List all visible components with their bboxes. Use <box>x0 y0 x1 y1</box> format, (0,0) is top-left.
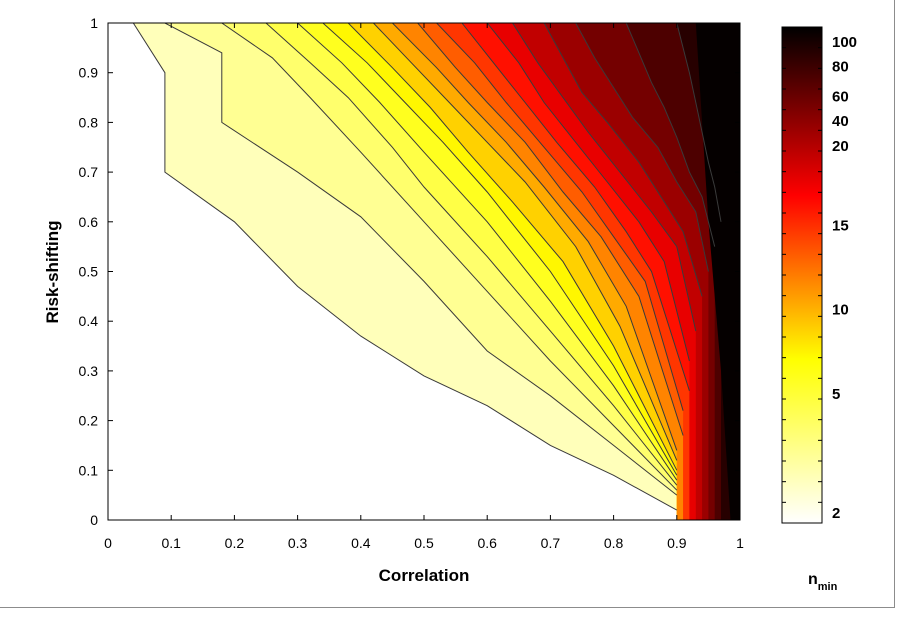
y-tick-label: 0.2 <box>79 413 99 429</box>
y-tick-label: 0.8 <box>79 114 99 130</box>
colorbar-ticks <box>782 26 822 524</box>
contour-line-17 <box>625 23 716 247</box>
x-tick-label: 0.1 <box>161 535 181 551</box>
colorbar-title-main: n <box>808 571 818 588</box>
contour-line-7 <box>347 23 678 471</box>
contour-line-6 <box>322 23 678 476</box>
y-tick-label: 0.3 <box>79 363 99 379</box>
colorbar-label: 5 <box>832 386 840 403</box>
x-axis: 0 0.1 0.2 0.3 0.4 0.5 0.6 0.7 0.8 0.9 1 <box>104 23 744 551</box>
y-tick-label: 1 <box>90 15 98 31</box>
contour-line-12 <box>461 23 690 391</box>
contour-line-18 <box>676 23 722 222</box>
colorbar-label: 40 <box>832 113 849 130</box>
y-tick-label: 0 <box>90 512 98 528</box>
contour-line-11 <box>436 23 684 411</box>
contour-line-8 <box>373 23 678 461</box>
contour-line-4 <box>265 23 678 486</box>
colorbar-label: 10 <box>832 302 849 319</box>
y-tick-label: 0.6 <box>79 214 99 230</box>
colorbar <box>781 26 823 524</box>
x-tick-label: 0.4 <box>351 535 371 551</box>
x-tick-label: 0.3 <box>288 535 308 551</box>
y-tick-label: 0.1 <box>79 462 99 478</box>
y-axis: 0 0.1 0.2 0.3 0.4 0.5 0.6 0.7 0.8 0.9 1 <box>79 15 740 528</box>
x-tick-label: 0.5 <box>414 535 434 551</box>
x-tick-label: 0.9 <box>667 535 687 551</box>
contour-line-2 <box>164 23 678 496</box>
colorbar-label: 60 <box>832 88 849 105</box>
y-tick-label: 0.4 <box>79 313 99 329</box>
colorbar-label: 15 <box>832 217 849 234</box>
x-tick-label: 0 <box>104 535 112 551</box>
contour-lines <box>132 23 722 511</box>
colorbar-label: 100 <box>832 34 857 51</box>
contour-line-14 <box>512 23 697 332</box>
x-tick-label: 0.8 <box>604 535 624 551</box>
colorbar-title-sub: min <box>818 581 838 593</box>
contour-line-1 <box>132 23 678 511</box>
x-tick-label: 1 <box>736 535 744 551</box>
colorbar-label: 20 <box>832 138 849 155</box>
x-axis-title: Correlation <box>379 566 470 585</box>
y-tick-label: 0.5 <box>79 264 99 280</box>
x-tick-label: 0.7 <box>541 535 561 551</box>
colorbar-label: 2 <box>832 505 840 522</box>
colorbar-labels: 2 5 10 15 20 40 60 80 100 <box>832 34 857 522</box>
contour-fills <box>108 23 740 520</box>
contour-line-13 <box>486 23 690 362</box>
contour-fill-max <box>695 23 740 520</box>
contour-line-9 <box>392 23 678 451</box>
y-tick-label: 0.7 <box>79 164 99 180</box>
colorbar-title: nmin <box>808 571 838 593</box>
contour-line-16 <box>575 23 709 272</box>
x-tick-label: 0.2 <box>225 535 245 551</box>
contour-line-5 <box>297 23 678 481</box>
contour-line-3 <box>221 23 678 491</box>
contour-line-15 <box>543 23 703 297</box>
y-tick-label: 0.9 <box>79 65 99 81</box>
colorbar-label: 80 <box>832 59 849 76</box>
x-tick-label: 0.6 <box>477 535 497 551</box>
y-axis-title: Risk-shifting <box>43 221 62 324</box>
contour-line-10 <box>417 23 684 436</box>
